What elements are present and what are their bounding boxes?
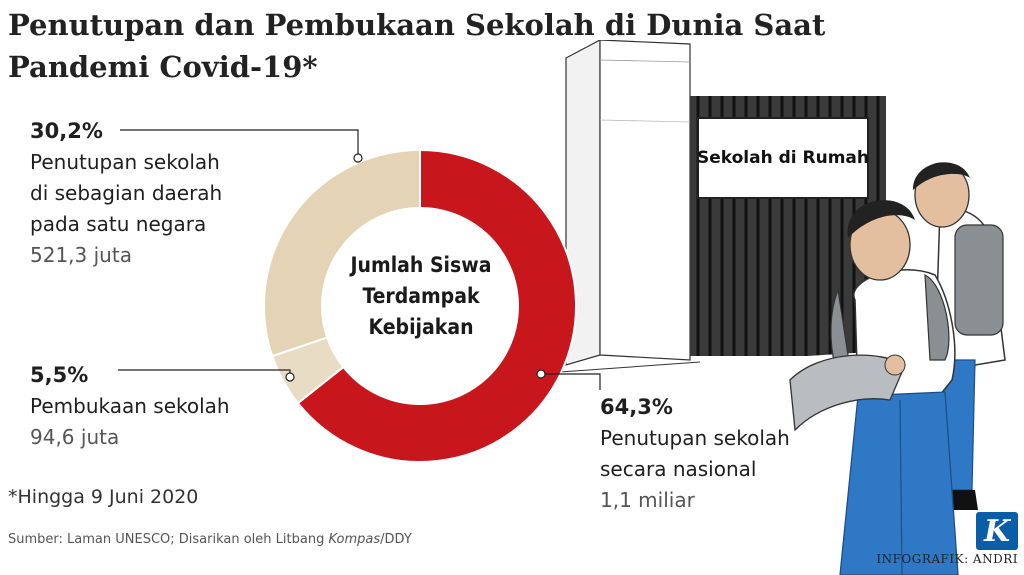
donut-center-label: Jumlah Siswa Terdampak Kebijakan — [350, 253, 492, 339]
leader-dot-open — [285, 372, 295, 382]
leader-dot-partial — [353, 153, 363, 163]
source-line: Sumber: Laman UNESCO; Disarikan oleh Lit… — [8, 532, 412, 547]
label-national-value: 1,1 miliar — [600, 488, 695, 512]
sign-text: Sekolah di Rumah — [697, 148, 869, 168]
gate-pillar-left — [565, 40, 691, 366]
source-italic: Kompas — [328, 532, 381, 547]
label-partial-value: 521,3 juta — [30, 243, 132, 267]
leader-line-partial — [120, 129, 359, 158]
label-national-closure: 64,3% Penutupan sekolah secara nasional … — [600, 392, 790, 516]
label-open-desc: Pembukaan sekolah — [30, 394, 230, 418]
school-illustration: Sekolah di Rumah — [559, 40, 1024, 575]
label-partial-closure: 30,2% Penutupan sekolah di sebagian daer… — [30, 116, 222, 271]
label-open-pct: 5,5% — [30, 363, 89, 387]
donut-slice-0 — [296, 148, 577, 463]
footnote: *Hingga 9 Juni 2020 — [8, 486, 199, 508]
logo-letter: K — [983, 514, 1011, 549]
page-title: Penutupan dan Pembukaan Sekolah di Dunia… — [8, 8, 826, 84]
student-front — [789, 200, 959, 575]
infographic-credit: INFOGRAFIK: ANDRI — [876, 552, 1018, 566]
label-partial-desc: Penutupan sekolah di sebagian daerah pad… — [30, 150, 223, 236]
label-national-pct: 64,3% — [600, 395, 673, 419]
donut-slices — [263, 148, 577, 463]
leader-dot-national — [536, 369, 546, 379]
label-school-opening: 5,5% Pembukaan sekolah 94,6 juta — [30, 360, 230, 453]
label-partial-pct: 30,2% — [30, 119, 103, 143]
source-prefix: Sumber: Laman UNESCO; Disarikan oleh Lit… — [8, 532, 329, 547]
source-suffix: /DDY — [380, 532, 412, 547]
sign-board: Sekolah di Rumah — [697, 117, 869, 199]
leader-line-national — [541, 373, 601, 390]
label-national-desc: Penutupan sekolah secara nasional — [600, 426, 790, 481]
donut-slice-2 — [263, 148, 421, 358]
label-open-value: 94,6 juta — [30, 425, 120, 449]
kompas-logo: K — [976, 512, 1018, 550]
